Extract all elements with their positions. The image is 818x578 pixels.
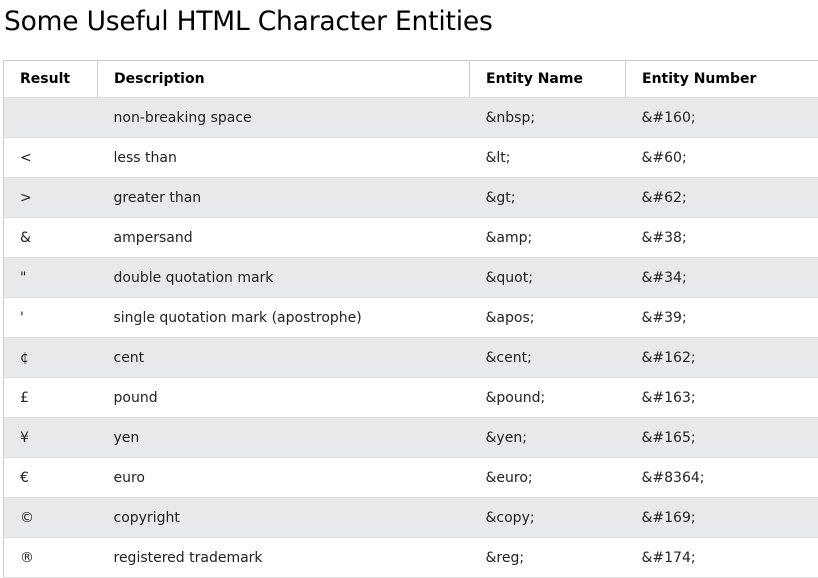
header-entity-number: Entity Number [626,61,818,98]
entity-name-cell: &gt; [470,178,626,218]
entity-name-cell: &apos; [470,298,626,338]
description-cell: yen [98,418,470,458]
entity-number-cell: &#162; [626,338,818,378]
header-entity-name: Entity Name [470,61,626,98]
entity-name-cell: &yen; [470,418,626,458]
entity-number-cell: &#8364; [626,458,818,498]
table-header-row: Result Description Entity Name Entity Nu… [4,61,818,98]
description-cell: cent [98,338,470,378]
description-cell: copyright [98,498,470,538]
description-cell: non-breaking space [98,98,470,138]
page-title: Some Useful HTML Character Entities [4,4,493,40]
entity-name-cell: &quot; [470,258,626,298]
entity-name-cell: &euro; [470,458,626,498]
result-cell: < [4,138,98,178]
entity-number-cell: &#160; [626,98,818,138]
table-row: < less than &lt; &#60; [4,138,818,178]
entity-number-cell: &#169; [626,498,818,538]
description-cell: less than [98,138,470,178]
table-row: ' single quotation mark (apostrophe) &ap… [4,298,818,338]
entity-name-cell: &amp; [470,218,626,258]
table-row: non-breaking space &nbsp; &#160; [4,98,818,138]
description-cell: pound [98,378,470,418]
description-cell: single quotation mark (apostrophe) [98,298,470,338]
entity-number-cell: &#62; [626,178,818,218]
description-cell: greater than [98,178,470,218]
entity-name-cell: &lt; [470,138,626,178]
result-cell: € [4,458,98,498]
description-cell: double quotation mark [98,258,470,298]
header-description: Description [98,61,470,98]
result-cell: & [4,218,98,258]
table-row: ® registered trademark &reg; &#174; [4,538,818,578]
entity-number-cell: &#60; [626,138,818,178]
table-row: © copyright &copy; &#169; [4,498,818,538]
table-row: > greater than &gt; &#62; [4,178,818,218]
entity-number-cell: &#174; [626,538,818,578]
result-cell: ' [4,298,98,338]
entity-name-cell: &copy; [470,498,626,538]
description-cell: ampersand [98,218,470,258]
entity-number-cell: &#39; [626,298,818,338]
table-row: & ampersand &amp; &#38; [4,218,818,258]
entity-number-cell: &#165; [626,418,818,458]
entities-table: Result Description Entity Name Entity Nu… [3,60,818,578]
result-cell: " [4,258,98,298]
result-cell: > [4,178,98,218]
table-row: " double quotation mark &quot; &#34; [4,258,818,298]
entity-name-cell: &reg; [470,538,626,578]
entity-number-cell: &#38; [626,218,818,258]
entity-name-cell: &pound; [470,378,626,418]
table-row: € euro &euro; &#8364; [4,458,818,498]
entity-name-cell: &nbsp; [470,98,626,138]
result-cell: ¥ [4,418,98,458]
result-cell: ¢ [4,338,98,378]
table-row: ¥ yen &yen; &#165; [4,418,818,458]
result-cell: ® [4,538,98,578]
entity-name-cell: &cent; [470,338,626,378]
table-row: £ pound &pound; &#163; [4,378,818,418]
entity-number-cell: &#34; [626,258,818,298]
result-cell: © [4,498,98,538]
table-row: ¢ cent &cent; &#162; [4,338,818,378]
header-result: Result [4,61,98,98]
description-cell: euro [98,458,470,498]
description-cell: registered trademark [98,538,470,578]
entity-number-cell: &#163; [626,378,818,418]
result-cell [4,98,98,138]
result-cell: £ [4,378,98,418]
